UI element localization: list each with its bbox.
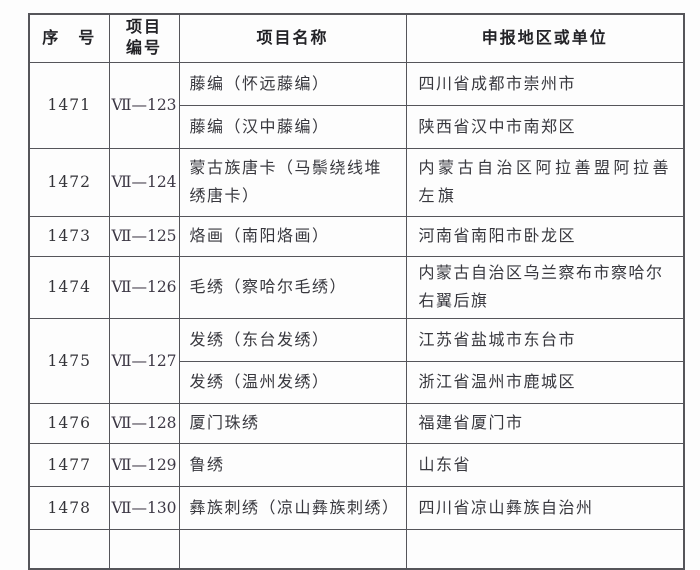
header-code-line2: 编号 [125, 40, 162, 58]
code-cell: Ⅶ—128 [108, 402, 180, 444]
code-cell: Ⅶ—125 [108, 215, 180, 257]
table-subrow-1471b: 藤编（汉中藤编） 陕西省汉中市南郑区 [29, 104, 685, 149]
code-cell: Ⅶ—124 [108, 147, 180, 217]
table-row-1473: 1473 Ⅶ—125 烙画（南阳烙画） 河南省南阳市卧龙区 [28, 215, 685, 257]
header-region: 申报地区或单位 [405, 13, 685, 63]
region-cell: 河南省南阳市卧龙区 [405, 215, 685, 257]
table-header-row: 序 号 项目 编号 项目名称 申报地区或单位 [28, 13, 685, 63]
code-cell: Ⅶ—127 [108, 317, 180, 404]
header-code: 项目 编号 [108, 13, 180, 63]
serial-cell: 1474 [28, 255, 110, 319]
serial-cell: 1476 [28, 402, 110, 444]
code-cell: Ⅶ—123 [108, 61, 180, 149]
serial-cell: 1472 [28, 147, 110, 217]
project-name-cell: 烙画（南阳烙画） [178, 215, 407, 257]
table-row-partial [28, 528, 685, 570]
code-cell-empty [108, 528, 180, 570]
region-cell: 浙江省温州市鹿城区 [405, 360, 685, 404]
project-name-cell: 鲁绣 [178, 442, 407, 487]
region-cell: 陕西省汉中市南郑区 [405, 104, 685, 149]
header-project-name: 项目名称 [178, 13, 407, 63]
region-cell: 内蒙古自治区乌兰察布市察哈尔 右翼后旗 [405, 255, 685, 319]
table-subrow-1475b: 发绣（温州发绣） 浙江省温州市鹿城区 [29, 360, 685, 404]
serial-cell: 1473 [28, 215, 110, 257]
project-name-cell: 发绣（东台发绣） [178, 317, 407, 362]
region-cell: 福建省厦门市 [405, 402, 685, 444]
project-name-cell: 厦门珠绣 [178, 402, 407, 444]
table-row-1477: 1477 Ⅶ—129 鲁绣 山东省 [28, 442, 685, 487]
table-row-1474: 1474 Ⅶ—126 毛绣（察哈尔毛绣） 内蒙古自治区乌兰察布市察哈尔 右翼后旗 [28, 255, 685, 319]
heritage-list-table: 序 号 项目 编号 项目名称 申报地区或单位 1471 Ⅶ—123 藤编（怀远藤… [28, 13, 685, 570]
project-name-cell: 彝族刺绣（凉山彝族刺绣） [178, 485, 407, 530]
table-row-1471: 1471 Ⅶ—123 藤编（怀远藤编） 四川省成都市崇州市 [28, 61, 685, 149]
serial-cell: 1478 [28, 485, 110, 530]
region-cell: 四川省凉山彝族自治州 [405, 485, 685, 530]
project-name-cell: 藤编（汉中藤编） [178, 104, 407, 149]
code-cell: Ⅶ—130 [108, 485, 180, 530]
region-cell: 四川省成都市崇州市 [405, 61, 685, 106]
region-cell: 山东省 [405, 442, 685, 487]
table-row-1475: 1475 Ⅶ—127 发绣（东台发绣） 江苏省盐城市东台市 [28, 317, 685, 404]
region-cell: 江苏省盐城市东台市 [405, 317, 685, 362]
code-cell: Ⅶ—126 [108, 255, 180, 319]
header-code-line1: 项目 [125, 19, 162, 37]
serial-cell: 1475 [28, 317, 110, 404]
serial-cell: 1477 [28, 442, 110, 487]
header-serial: 序 号 [28, 13, 110, 63]
project-name-cell: 毛绣（察哈尔毛绣） [178, 255, 407, 319]
project-name-cell-empty [178, 528, 407, 570]
project-name-cell: 藤编（怀远藤编） [178, 61, 407, 106]
code-cell: Ⅶ—129 [108, 442, 180, 487]
project-name-cell: 蒙古族唐卡（马鬃绕线堆 绣唐卡） [178, 147, 407, 217]
region-cell-empty [405, 528, 685, 570]
table-row-1476: 1476 Ⅶ—128 厦门珠绣 福建省厦门市 [28, 402, 685, 444]
document-page: 序 号 项目 编号 项目名称 申报地区或单位 1471 Ⅶ—123 藤编（怀远藤… [28, 13, 685, 570]
serial-cell-empty [28, 528, 110, 570]
table-row-1472: 1472 Ⅶ—124 蒙古族唐卡（马鬃绕线堆 绣唐卡） 内蒙古自治区阿拉善盟阿拉… [28, 147, 685, 217]
table-row-1478: 1478 Ⅶ—130 彝族刺绣（凉山彝族刺绣） 四川省凉山彝族自治州 [28, 485, 685, 530]
project-name-cell: 发绣（温州发绣） [178, 360, 407, 404]
serial-cell: 1471 [28, 61, 110, 149]
region-cell: 内蒙古自治区阿拉善盟阿拉善 左旗 [405, 147, 685, 217]
